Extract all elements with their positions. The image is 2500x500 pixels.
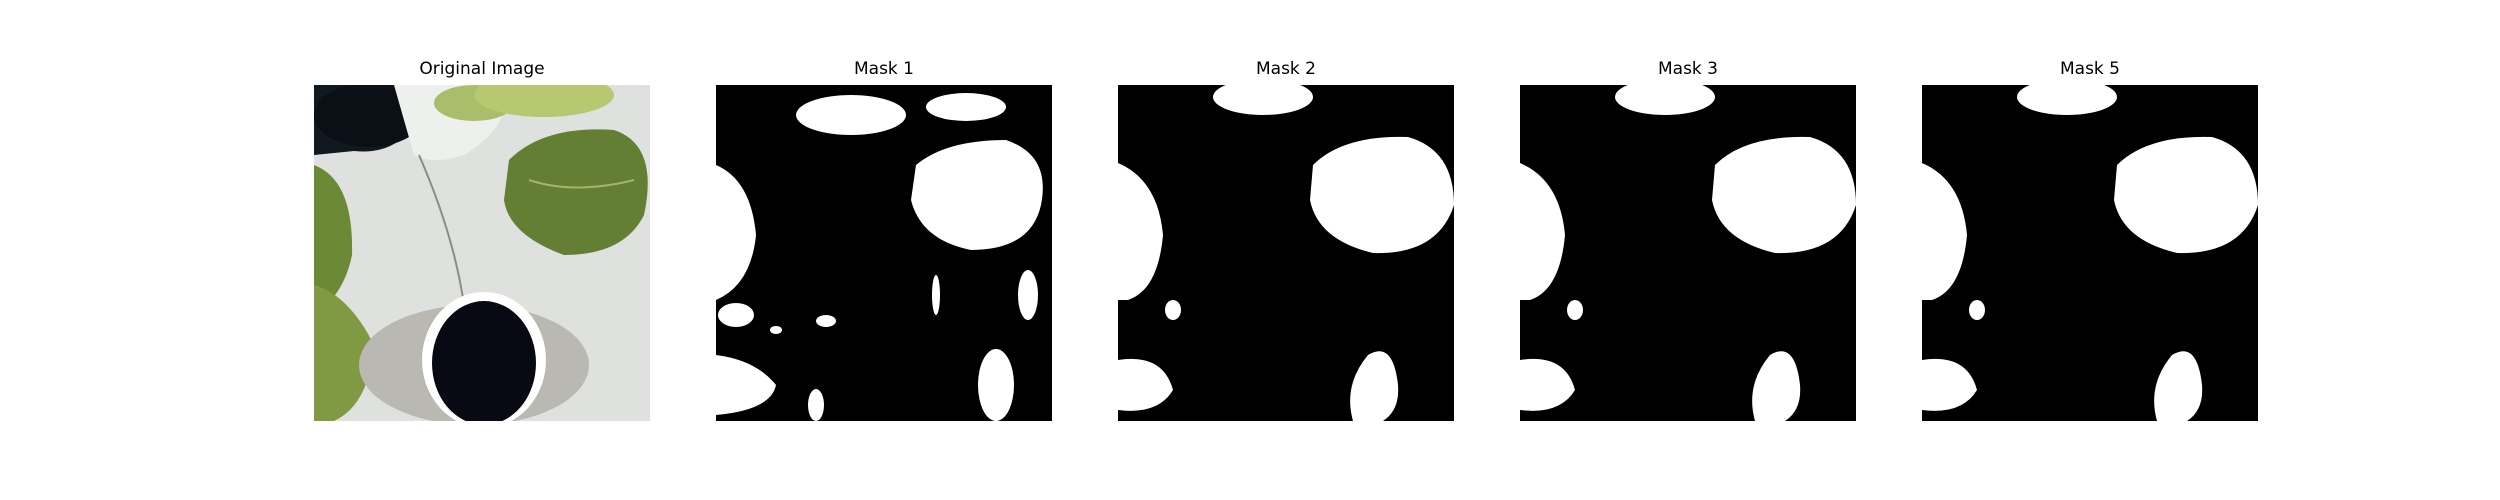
- panel-title: Mask 5: [2059, 59, 2120, 79]
- panel-original-image: Original Image: [314, 58, 650, 421]
- panel-title: Mask 3: [1657, 59, 1718, 79]
- panel-mask-3: Mask 3: [1520, 58, 1856, 421]
- mask-2-svg: [1118, 85, 1454, 421]
- mask-5-svg: [1922, 85, 2258, 421]
- mask-3-svg: [1520, 85, 1856, 421]
- mask-image: [1118, 85, 1454, 421]
- panel-title: Mask 1: [853, 59, 914, 79]
- panel-title: Mask 2: [1255, 59, 1316, 79]
- mask-image: [1520, 85, 1856, 421]
- mask-image: [1922, 85, 2258, 421]
- panel-mask-2: Mask 2: [1118, 58, 1454, 421]
- panel-mask-5: Mask 5: [1922, 58, 2258, 421]
- panel-mask-1: Mask 1: [716, 58, 1052, 421]
- panel-title: Original Image: [419, 59, 545, 79]
- mask-image: [716, 85, 1052, 421]
- original-photo-svg: [314, 85, 650, 421]
- mask-1-svg: [716, 85, 1052, 421]
- original-photo: [314, 85, 650, 421]
